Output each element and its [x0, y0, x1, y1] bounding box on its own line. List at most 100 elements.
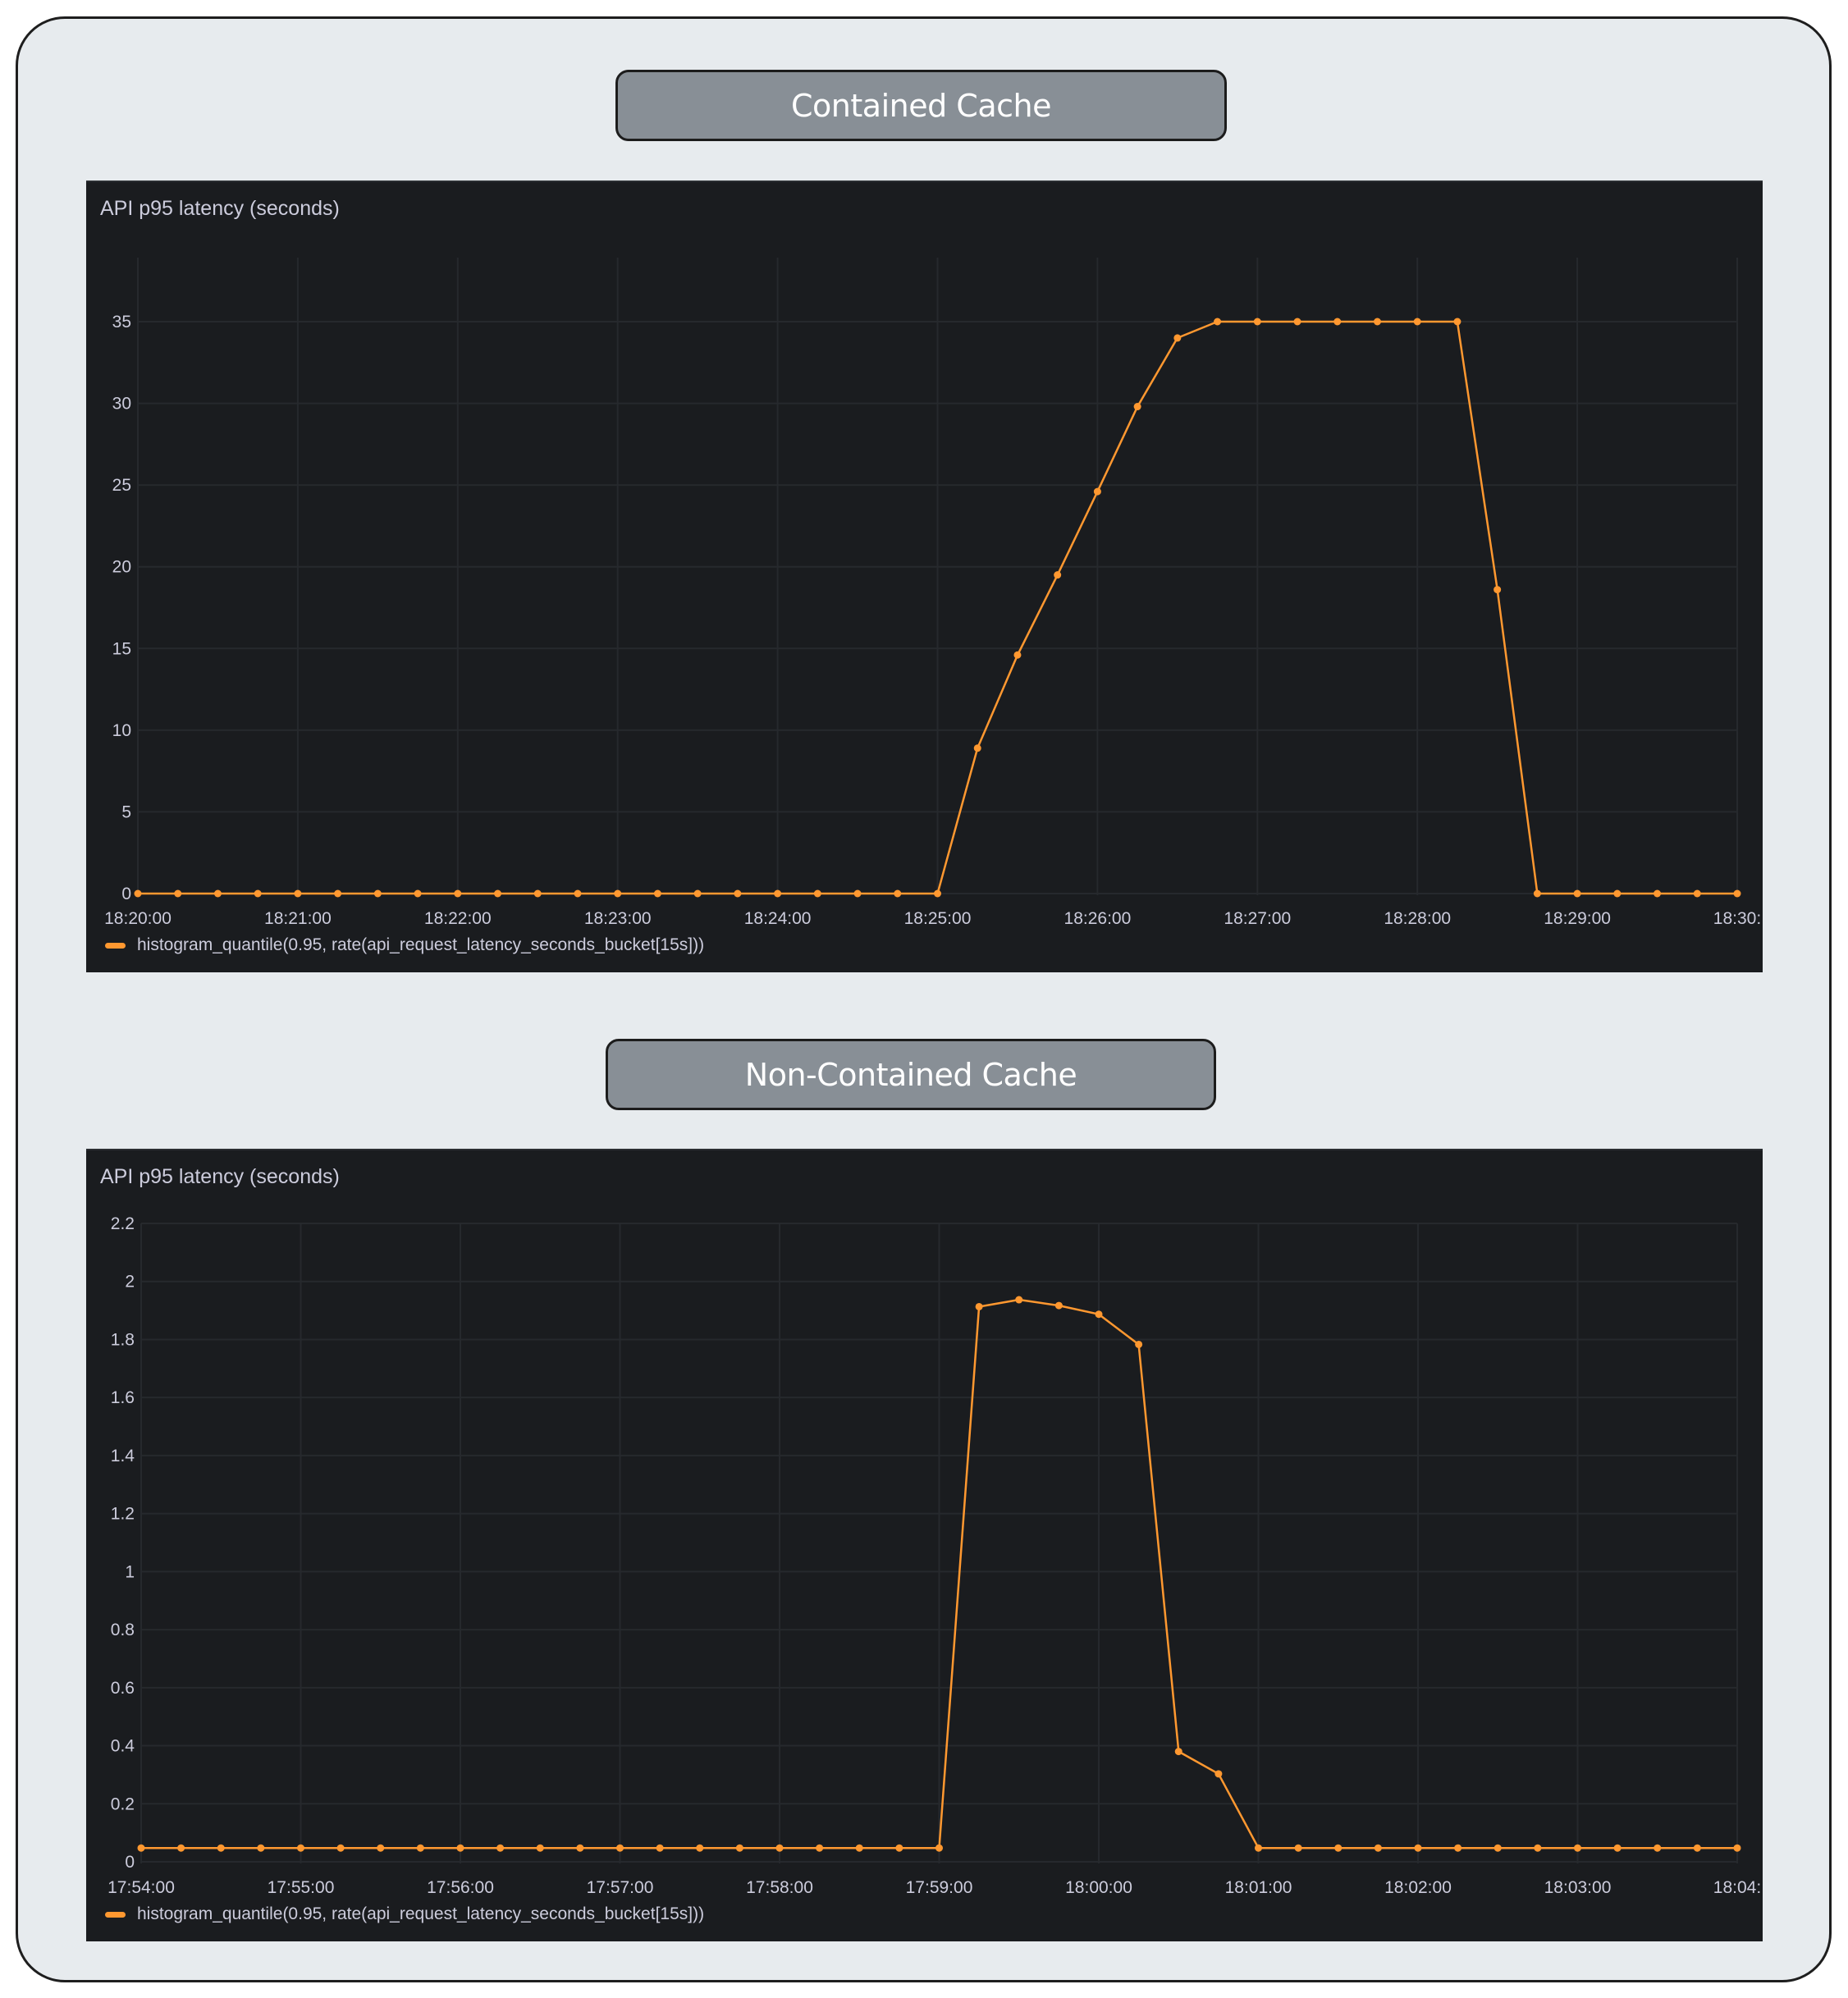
- data-point[interactable]: [1613, 889, 1622, 898]
- data-point[interactable]: [1574, 1844, 1581, 1852]
- data-point[interactable]: [1015, 1296, 1023, 1304]
- data-point[interactable]: [1095, 1310, 1103, 1319]
- data-point[interactable]: [1214, 1770, 1223, 1778]
- data-point[interactable]: [1693, 889, 1701, 898]
- data-point[interactable]: [1693, 1844, 1701, 1852]
- data-point[interactable]: [1373, 318, 1381, 326]
- latency-panel-non-contained: API p95 latency (seconds) 0 0.2 0.4 0.6 0.8 1…: [86, 1149, 1763, 1941]
- data-point[interactable]: [1654, 889, 1662, 898]
- data-point[interactable]: [533, 889, 542, 898]
- y-tick-label: 2: [125, 1273, 135, 1292]
- data-point[interactable]: [576, 1844, 584, 1852]
- data-point[interactable]: [373, 889, 382, 898]
- data-point[interactable]: [414, 889, 422, 898]
- data-point[interactable]: [1173, 334, 1182, 342]
- y-tick-label: 0.2: [111, 1795, 135, 1813]
- data-point[interactable]: [855, 1844, 863, 1852]
- data-point[interactable]: [653, 889, 661, 898]
- data-point[interactable]: [693, 889, 702, 898]
- data-point[interactable]: [816, 1844, 824, 1852]
- data-point[interactable]: [616, 1844, 624, 1852]
- data-point[interactable]: [1533, 889, 1541, 898]
- data-point[interactable]: [1334, 1844, 1343, 1852]
- data-point[interactable]: [494, 889, 502, 898]
- data-point[interactable]: [935, 1844, 943, 1852]
- data-point[interactable]: [377, 1844, 385, 1852]
- data-point[interactable]: [973, 744, 981, 752]
- data-point[interactable]: [217, 1844, 225, 1852]
- data-point[interactable]: [1453, 318, 1461, 326]
- legend-label[interactable]: histogram_quantile(0.95, rate(api_reques…: [137, 1904, 705, 1923]
- legend-swatch-icon: [105, 1911, 126, 1918]
- x-tick-label: 18:30:: [1713, 909, 1761, 928]
- legend-label[interactable]: histogram_quantile(0.95, rate(api_reques…: [137, 935, 705, 954]
- data-point[interactable]: [416, 1844, 424, 1852]
- latency-panel-contained: API p95 latency (seconds) 0 5 10 15 20 25 30 35…: [86, 181, 1763, 972]
- data-point[interactable]: [1293, 318, 1301, 326]
- data-point[interactable]: [734, 889, 742, 898]
- data-point[interactable]: [1534, 1844, 1542, 1852]
- data-point[interactable]: [1253, 318, 1261, 326]
- data-point[interactable]: [853, 889, 862, 898]
- line-chart[interactable]: 0 0.2 0.4 0.6 0.8 1 1.2 1.4 1.6 1.8 2 2.2 17:54:00 17…: [86, 1150, 1763, 1943]
- data-point[interactable]: [774, 889, 782, 898]
- data-point[interactable]: [656, 1844, 664, 1852]
- data-point[interactable]: [1013, 651, 1022, 659]
- data-point[interactable]: [1733, 1844, 1741, 1852]
- data-point[interactable]: [257, 1844, 265, 1852]
- data-point[interactable]: [1135, 1340, 1143, 1348]
- data-point[interactable]: [735, 1844, 743, 1852]
- data-point[interactable]: [1573, 889, 1581, 898]
- data-point[interactable]: [1255, 1844, 1262, 1852]
- data-point[interactable]: [1294, 1844, 1302, 1852]
- data-point[interactable]: [496, 1844, 505, 1852]
- data-point[interactable]: [1454, 1844, 1462, 1852]
- data-point[interactable]: [134, 889, 142, 898]
- data-point[interactable]: [813, 889, 821, 898]
- data-point[interactable]: [894, 889, 902, 898]
- x-tick-label: 18:03:00: [1544, 1878, 1612, 1897]
- data-point[interactable]: [696, 1844, 704, 1852]
- line-chart[interactable]: 0 5 10 15 20 25 30 35 18:20:00 18:21:00 18:22:00 18…: [86, 182, 1763, 974]
- data-point[interactable]: [1133, 403, 1141, 411]
- data-point[interactable]: [454, 889, 462, 898]
- data-point[interactable]: [1493, 586, 1502, 594]
- data-point[interactable]: [294, 889, 302, 898]
- x-tick-label: 18:29:00: [1544, 909, 1611, 928]
- data-point[interactable]: [934, 889, 941, 898]
- data-point[interactable]: [456, 1844, 464, 1852]
- data-point[interactable]: [177, 1844, 185, 1852]
- data-point[interactable]: [137, 1844, 145, 1852]
- data-point[interactable]: [1413, 318, 1421, 326]
- data-point[interactable]: [1733, 889, 1741, 898]
- data-point[interactable]: [1333, 318, 1342, 326]
- x-tick-label: 18:23:00: [584, 909, 652, 928]
- data-point[interactable]: [1493, 1844, 1502, 1852]
- data-point[interactable]: [336, 1844, 345, 1852]
- data-point[interactable]: [1654, 1844, 1662, 1852]
- data-point[interactable]: [1214, 318, 1222, 326]
- data-point[interactable]: [1174, 1748, 1182, 1756]
- data-point[interactable]: [975, 1302, 983, 1310]
- data-point[interactable]: [1054, 1301, 1063, 1310]
- data-point[interactable]: [574, 889, 582, 898]
- data-point[interactable]: [334, 889, 342, 898]
- y-tick-label: 25: [112, 476, 131, 495]
- data-point[interactable]: [775, 1844, 784, 1852]
- data-point[interactable]: [1374, 1844, 1382, 1852]
- chart-legend[interactable]: histogram_quantile(0.95, rate(api_reques…: [105, 935, 704, 955]
- data-point[interactable]: [1613, 1844, 1622, 1852]
- data-point[interactable]: [536, 1844, 544, 1852]
- y-tick-label: 5: [121, 802, 131, 821]
- data-point[interactable]: [297, 1844, 304, 1852]
- data-point[interactable]: [174, 889, 182, 898]
- data-point[interactable]: [1054, 571, 1062, 579]
- data-point[interactable]: [1414, 1844, 1422, 1852]
- chart-legend[interactable]: histogram_quantile(0.95, rate(api_reques…: [105, 1904, 704, 1924]
- data-point[interactable]: [254, 889, 262, 898]
- data-point[interactable]: [895, 1844, 903, 1852]
- data-point[interactable]: [614, 889, 622, 898]
- data-point[interactable]: [1093, 487, 1101, 496]
- y-tick-label: 30: [112, 395, 131, 414]
- data-point[interactable]: [213, 889, 222, 898]
